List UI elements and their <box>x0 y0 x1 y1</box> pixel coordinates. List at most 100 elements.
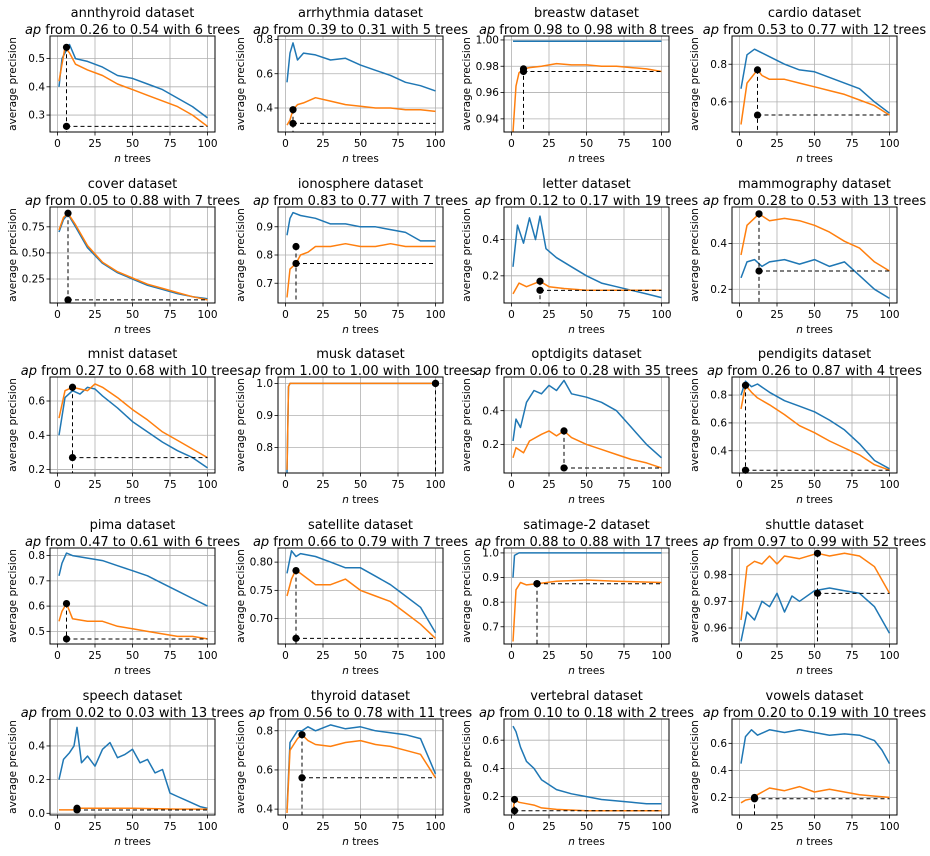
chart-title: optdigits dataset <box>531 347 641 362</box>
y-tick-label: 0.4 <box>28 741 45 753</box>
chart-subtitle: ap from 0.26 to 0.54 with 6 trees <box>25 23 240 38</box>
marker-upper <box>813 549 822 557</box>
y-tick-label: 0.6 <box>28 601 45 613</box>
chart-subtitle: ap from 0.06 to 0.28 with 35 trees <box>475 364 699 379</box>
x-tick-label: 25 <box>542 821 555 833</box>
marker-upper <box>64 209 72 217</box>
x-axis-label: n trees <box>114 665 151 677</box>
x-tick-label: 100 <box>879 309 899 321</box>
x-tick-label: 25 <box>770 138 783 150</box>
chart-subtitle: ap from 0.47 to 0.61 with 6 trees <box>25 535 240 550</box>
x-tick-label: 75 <box>163 821 176 833</box>
x-tick-label: 100 <box>197 821 217 833</box>
y-tick-label: 0.7 <box>28 575 45 587</box>
x-tick-label: 75 <box>163 650 176 662</box>
x-tick-label: 50 <box>354 650 367 662</box>
x-tick-label: 100 <box>425 650 445 662</box>
chart-subtitle: ap from 0.10 to 0.18 with 2 trees <box>479 706 694 721</box>
x-tick-label: 100 <box>425 138 445 150</box>
x-tick-label: 50 <box>808 821 821 833</box>
series-line-2 <box>286 242 436 298</box>
y-axis-label: average precision <box>235 720 247 814</box>
x-axis-label: n trees <box>796 836 833 848</box>
x-tick-label: 100 <box>197 138 217 150</box>
subplot-20: 0 25 50 75 100 0.2 0.4 0.6 n trees average precis… <box>689 689 926 848</box>
x-tick-label: 0 <box>282 821 289 833</box>
marker-upper <box>298 731 306 739</box>
x-tick-label: 0 <box>54 479 61 491</box>
x-tick-label: 50 <box>354 479 367 491</box>
x-tick-label: 25 <box>770 309 783 321</box>
x-tick-label: 75 <box>391 138 404 150</box>
chart-subtitle: ap from 0.27 to 0.68 with 10 trees <box>21 364 245 379</box>
marker-upper <box>741 381 750 389</box>
x-tick-label: 0 <box>736 650 743 662</box>
y-tick-label: 0.80 <box>250 557 273 569</box>
x-tick-label: 100 <box>879 138 899 150</box>
y-axis-label: average precision <box>461 549 473 643</box>
chart-subtitle: ap from 0.39 to 0.31 with 5 trees <box>253 23 468 38</box>
series-line-1 <box>286 42 436 92</box>
series-line-2 <box>59 807 208 811</box>
y-tick-label: 0.2 <box>482 439 499 451</box>
y-axis-label: average precision <box>235 378 247 472</box>
subplot-7: 0 25 50 75 100 0.2 0.4 n trees average precision… <box>461 177 698 336</box>
x-tick-label: 25 <box>88 309 101 321</box>
x-tick-label: 25 <box>542 309 555 321</box>
chart-title: shuttle dataset <box>765 518 863 533</box>
x-axis-label: n trees <box>342 324 379 336</box>
subplot-13: 0 25 50 75 100 0.5 0.6 0.7 0.8 n trees average pre… <box>7 518 240 677</box>
subplot-6: 0 25 50 75 100 0.7 0.8 0.9 n trees average precis… <box>235 177 468 336</box>
marker-lower <box>292 634 300 642</box>
y-tick-label: 1.0 <box>256 378 273 390</box>
y-axis-label: average precision <box>461 378 473 472</box>
marker-upper <box>560 427 568 435</box>
y-tick-label: 0.4 <box>28 81 45 93</box>
x-axis-label: n trees <box>568 324 605 336</box>
y-axis-label: average precision <box>461 37 473 131</box>
x-tick-label: 0 <box>54 138 61 150</box>
y-tick-label: 0.8 <box>256 442 273 454</box>
marker-upper <box>755 210 763 218</box>
marker-lower <box>62 635 71 643</box>
series-line-2 <box>740 384 890 471</box>
x-tick-label: 75 <box>617 138 630 150</box>
x-tick-label: 100 <box>425 309 445 321</box>
x-axis-label: n trees <box>796 324 833 336</box>
x-tick-label: 0 <box>508 479 515 491</box>
x-tick-label: 0 <box>54 821 61 833</box>
y-tick-label: 1.00 <box>476 35 499 47</box>
marker-upper <box>536 277 544 285</box>
y-tick-label: 0.70 <box>250 613 273 625</box>
x-tick-label: 50 <box>354 821 367 833</box>
y-tick-label: 1.0 <box>482 548 499 560</box>
chart-subtitle: ap from 0.98 to 0.98 with 8 trees <box>479 23 694 38</box>
y-tick-label: 0.4 <box>710 238 727 250</box>
y-axis-label: average precision <box>689 720 701 814</box>
x-tick-label: 0 <box>508 138 515 150</box>
subplot-5: 0 25 50 75 100 0.25 0.50 0.75 n trees average pre… <box>7 177 240 336</box>
x-tick-label: 75 <box>617 821 630 833</box>
series-line-2 <box>512 579 662 642</box>
x-tick-label: 50 <box>126 309 139 321</box>
x-tick-label: 50 <box>580 650 593 662</box>
marker-lower <box>510 807 519 815</box>
subplot-10: 0 25 50 75 100 0.8 0.9 1.0 n trees average precis… <box>235 347 477 506</box>
y-tick-label: 0.4 <box>28 430 45 442</box>
y-tick-label: 0.4 <box>710 765 727 777</box>
chart-title: pendigits dataset <box>758 347 871 362</box>
subplot-4: 0 25 50 75 100 0.6 0.8 n trees average precision… <box>689 6 926 165</box>
y-axis-label: average precision <box>7 37 19 131</box>
series-line-2 <box>740 69 890 125</box>
x-tick-label: 0 <box>282 309 289 321</box>
y-tick-label: 0.4 <box>256 804 273 816</box>
y-tick-label: 0.8 <box>28 550 45 562</box>
y-tick-label: 0.25 <box>22 274 45 286</box>
marker-lower <box>741 466 750 474</box>
marker-upper <box>510 795 519 804</box>
y-axis-label: average precision <box>461 208 473 302</box>
y-tick-label: 0.75 <box>22 221 45 233</box>
y-tick-label: 0.5 <box>28 626 45 638</box>
x-tick-label: 50 <box>126 821 139 833</box>
x-axis-label: n trees <box>114 494 151 506</box>
